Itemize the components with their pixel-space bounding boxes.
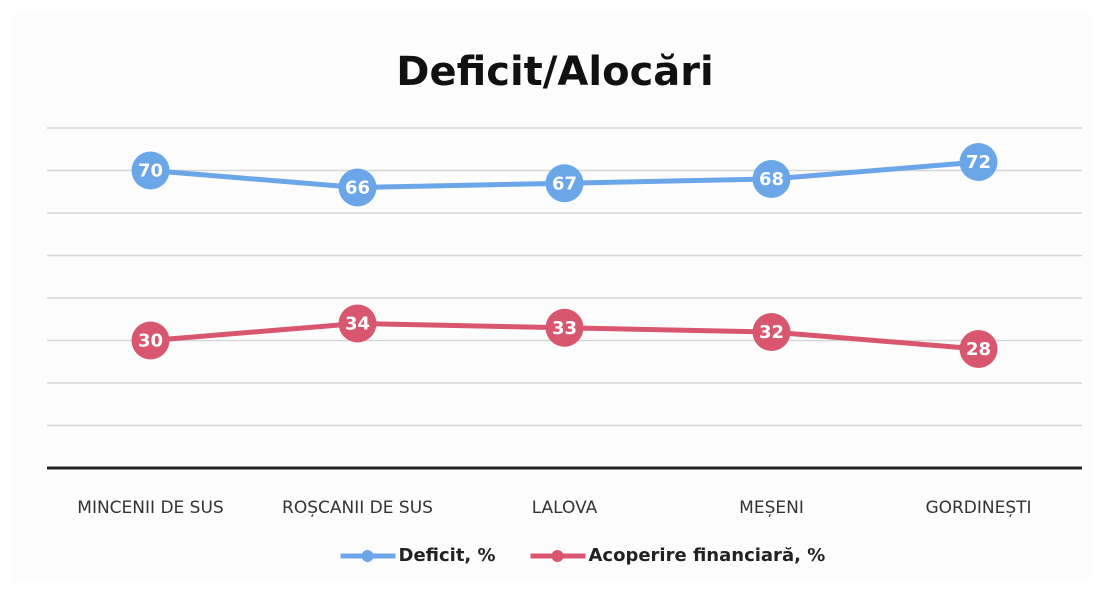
data-point <box>752 160 791 198</box>
x-tick-label: ROȘCANII DE SUS <box>282 498 433 518</box>
x-tick-label: MEȘENI <box>739 498 804 518</box>
data-point <box>338 304 377 343</box>
data-point <box>752 313 791 351</box>
data-point <box>959 143 998 181</box>
legend-label: Acoperire financiară, % <box>589 545 826 566</box>
data-label: 67 <box>552 173 577 194</box>
data-point <box>131 321 170 360</box>
data-label: 34 <box>345 314 370 335</box>
data-point <box>959 330 998 368</box>
legend-label: Deficit, % <box>399 545 496 566</box>
data-point <box>131 151 170 190</box>
x-tick-label: LALOVA <box>532 498 598 518</box>
data-label: 66 <box>345 178 370 199</box>
x-tick-label: GORDINEȘTI <box>925 498 1031 518</box>
data-label: 30 <box>138 331 163 352</box>
data-label: 72 <box>966 152 991 173</box>
data-point <box>545 164 584 203</box>
data-label: 68 <box>759 169 784 190</box>
data-label: 32 <box>759 322 784 343</box>
data-label: 70 <box>138 161 163 182</box>
chart-background <box>12 12 1090 582</box>
data-label: 33 <box>552 318 577 339</box>
data-point <box>338 168 377 207</box>
x-tick-label: MINCENII DE SUS <box>77 498 223 518</box>
legend-marker <box>361 550 374 562</box>
legend-marker <box>551 550 564 562</box>
chart-title: Deficit/Alocări <box>396 49 713 95</box>
data-label: 28 <box>966 339 991 360</box>
data-point <box>545 308 584 347</box>
